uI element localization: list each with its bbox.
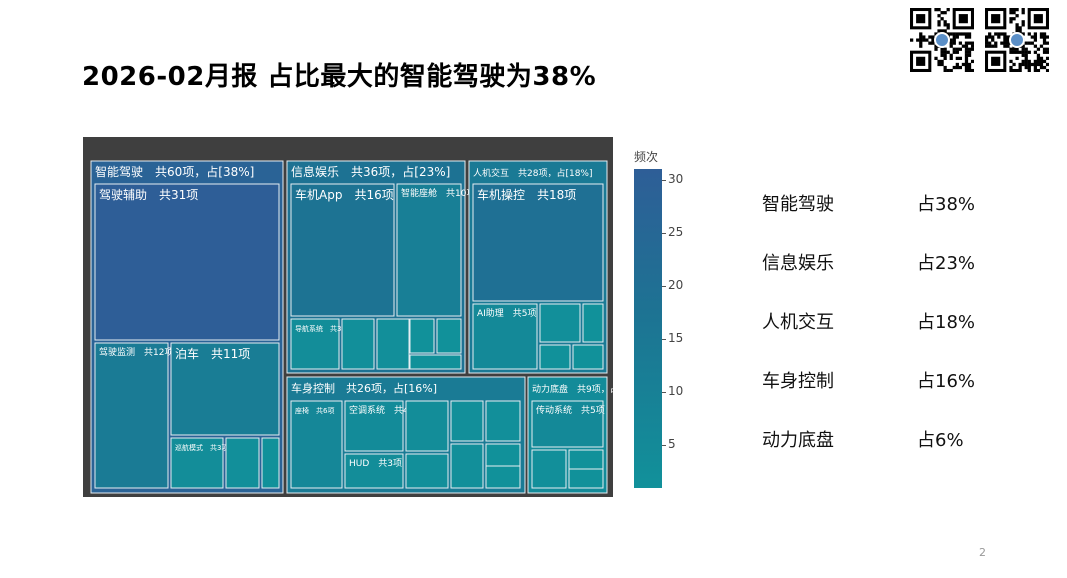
legend-tick-mark [662,285,666,287]
treemap-category[interactable]: 人机交互 共28项，占[18%] 车机操控 共18项 AI助理 共5项 [468,160,608,374]
treemap-cell-label: 驾驶监测 共12项 [99,346,173,358]
treemap-cell[interactable] [170,437,224,489]
summary-pct: 占23% [917,253,976,274]
treemap-cell[interactable] [531,449,567,489]
legend-tick-label: 5 [668,437,676,452]
legend-tick-label: 15 [668,331,684,346]
treemap-cell[interactable] [472,303,538,370]
legend-tick-mark [662,445,666,447]
treemap-cell-label: 座椅 共6项 [295,406,334,415]
treemap-cell[interactable] [409,318,435,354]
treemap-cell[interactable] [405,400,449,452]
treemap-cell-label: 车机操控 共18项 [477,187,576,202]
treemap-cell[interactable] [450,400,484,442]
treemap-cell[interactable] [568,468,604,489]
treemap-cell[interactable] [572,344,604,370]
legend-tick-label: 25 [668,224,684,239]
legend-tick-label: 10 [668,384,684,399]
page-title: 2026-02月报 占比最大的智能驾驶为38% [82,62,597,92]
treemap-category-label: 人机交互 共28项，占[18%] [473,167,592,179]
treemap-category[interactable]: 信息娱乐 共36项，占[23%] 车机App 共16项 智能座舱 共10项导航系统 … [286,160,475,374]
qr-code-right [985,8,1049,72]
treemap-category-label: 智能驾驶 共60项，占[38%] [95,164,254,179]
summary-pct: 占38% [917,194,976,215]
treemap-cell[interactable] [290,183,395,317]
summary-pct: 占6% [917,430,964,451]
treemap-cell[interactable] [341,318,375,370]
legend-colorbar [634,169,662,488]
treemap-cell[interactable] [290,318,340,370]
legend-tick-label: 30 [668,171,684,186]
treemap-cell[interactable] [376,318,410,370]
treemap-cell[interactable] [396,183,462,317]
treemap-cell-label: 驾驶辅助 共31项 [99,187,198,202]
treemap-cell[interactable] [531,400,604,448]
treemap-cell[interactable] [405,453,449,489]
treemap-cell[interactable] [344,400,404,452]
summary-row: 人机交互 占18% [762,308,1022,338]
treemap-cell[interactable] [94,342,169,489]
legend-tick-mark [662,179,666,181]
treemap-cell[interactable] [539,303,581,343]
legend-tick-mark [662,392,666,394]
treemap-category[interactable]: 车身控制 共26项，占[16%] 座椅 共6项 空调系统 共4项 HUD 共3项 [286,376,526,494]
treemap-cell[interactable] [94,183,280,341]
treemap-category-label: 车身控制 共26项，占[16%] [291,381,437,395]
treemap-cell-label: HUD 共3项 [349,458,402,469]
summary-name: 车身控制 [762,371,834,392]
treemap-cell[interactable] [472,183,604,302]
summary-row: 信息娱乐 占23% [762,249,1022,279]
legend-title: 频次 [634,150,659,164]
treemap-category-label: 信息娱乐 共36项，占[23%] [291,164,450,179]
summary-name: 信息娱乐 [762,253,834,274]
summary-name: 智能驾驶 [762,194,834,215]
summary-name: 人机交互 [762,312,834,333]
treemap-cell[interactable] [485,465,521,489]
treemap-cell[interactable] [344,453,404,489]
summary-row: 智能驾驶 占38% [762,190,1022,220]
treemap-category-label: 动力底盘 共9项，占[6%] [532,383,640,395]
treemap-cell[interactable] [261,437,280,489]
treemap-cell-label: 车机App 共16项 [295,187,394,202]
summary-name: 动力底盘 [762,430,834,451]
page-number: 2 [979,546,986,559]
treemap-cell[interactable] [485,400,521,442]
treemap-cell[interactable] [539,344,571,370]
treemap-cell-label: 空调系统 共4项 [349,404,418,416]
treemap-cell-label: 传动系统 共5项 [536,404,605,416]
treemap-cell-label: 智能座舱 共10项 [401,187,475,199]
treemap-cell[interactable] [290,400,343,489]
treemap-cell[interactable] [409,354,462,370]
summary-row: 车身控制 占16% [762,367,1022,397]
treemap-cell[interactable] [170,342,280,436]
treemap-cell[interactable] [582,303,604,343]
treemap-cell[interactable] [450,443,484,489]
summary-pct: 占16% [917,371,976,392]
summary-row: 动力底盘 占6% [762,426,1022,456]
treemap-cell-label: 导航系统 共3项 [295,324,348,333]
treemap-category[interactable]: 动力底盘 共9项，占[6%] 传动系统 共5项 [527,376,640,494]
treemap-cell-label: AI助理 共5项 [477,307,537,319]
treemap-cell[interactable] [225,437,260,489]
qr-code-left [910,8,974,72]
summary-pct: 占18% [917,312,976,333]
treemap-cell-label: 巡航模式 共3项 [175,443,228,452]
legend-tick-mark [662,232,666,234]
legend-tick-label: 20 [668,277,684,292]
legend-tick-mark [662,339,666,341]
treemap-cell[interactable] [436,318,462,354]
treemap-cell-label: 泊车 共11项 [175,346,250,361]
